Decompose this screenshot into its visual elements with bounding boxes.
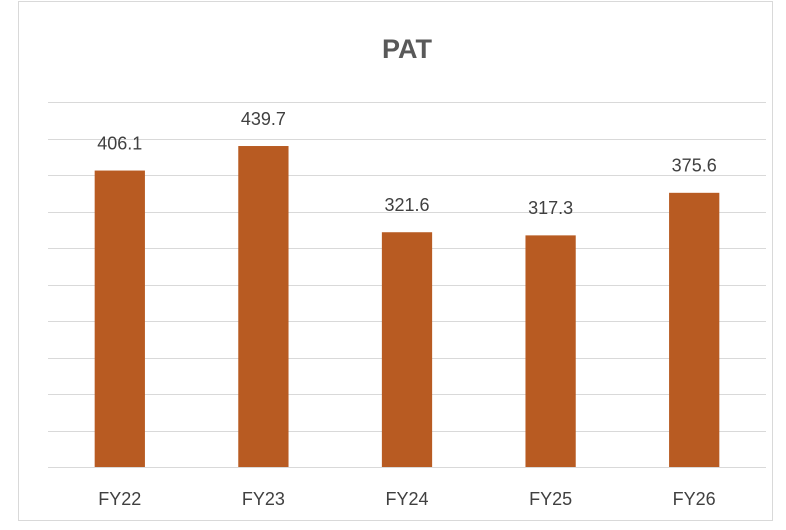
bar	[525, 235, 576, 467]
x-tick-label: FY26	[673, 489, 716, 509]
x-tick-label: FY25	[529, 489, 572, 509]
chart-title: PAT	[382, 34, 432, 64]
data-label: 375.6	[672, 156, 717, 176]
data-label: 406.1	[97, 133, 142, 153]
x-tick-label: FY22	[98, 489, 141, 509]
bar	[669, 192, 720, 467]
x-tick-label: FY23	[242, 489, 285, 509]
bar	[238, 146, 289, 468]
data-label: 317.3	[528, 198, 573, 218]
bar	[381, 232, 433, 467]
data-label: 321.6	[384, 195, 429, 215]
bar	[94, 170, 145, 467]
x-tick-label: FY24	[385, 489, 428, 509]
data-label: 439.7	[241, 109, 286, 129]
